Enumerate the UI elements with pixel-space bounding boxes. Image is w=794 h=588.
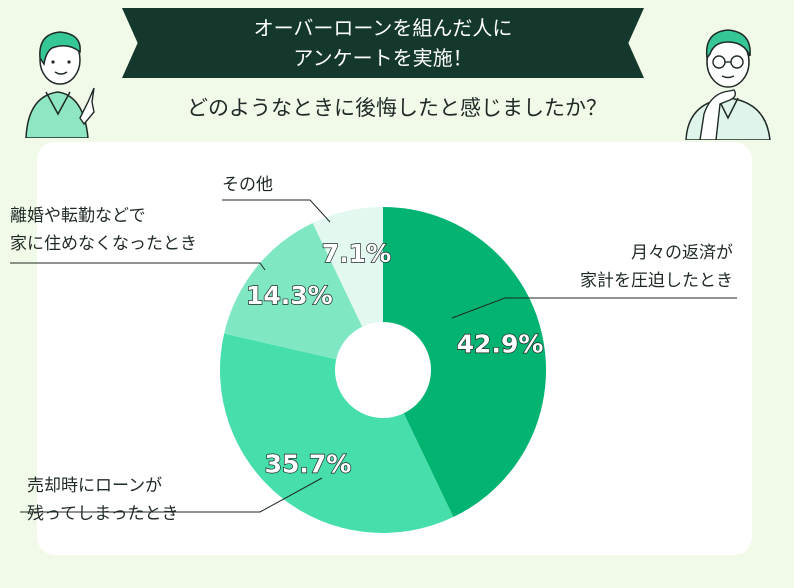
slice-category-label: 家に住めなくなったとき [10,234,197,254]
leader-line [10,262,266,271]
banner-line-1: オーバーローンを組んだ人に [253,16,513,40]
leader-line [222,199,331,223]
person-pointing-icon [25,31,95,138]
title-banner: オーバーローンを組んだ人に アンケートを実施！ [122,8,644,78]
slice-category-label: その他 [222,175,273,195]
slice-category-label: 離婚や転勤などで [10,206,146,226]
slice-category-label: 残ってしまったとき [27,504,178,524]
slice-percent-label: 14.3% [246,281,333,310]
leader-line [20,477,323,513]
slice-category-label: 家計を圧迫したとき [580,271,733,291]
donut-hole [335,322,431,418]
slice-percent-label: 7.1% [322,239,391,268]
person-thinking-icon [685,29,771,140]
slice-percent-label: 35.7% [265,450,352,479]
survey-question: どのようなときに後悔したと感じましたか？ [187,96,607,120]
donut-slice-3 [224,222,383,370]
slice-percent-label: 42.9% [457,329,544,358]
slice-category-label: 月々の返済が [631,243,733,263]
donut-slice-2 [219,333,454,534]
donut-slice-1 [383,207,547,518]
leader-line [451,297,737,319]
slice-category-label: 売却時にローンが [27,476,162,496]
banner-line-2: アンケートを実施！ [293,46,473,70]
